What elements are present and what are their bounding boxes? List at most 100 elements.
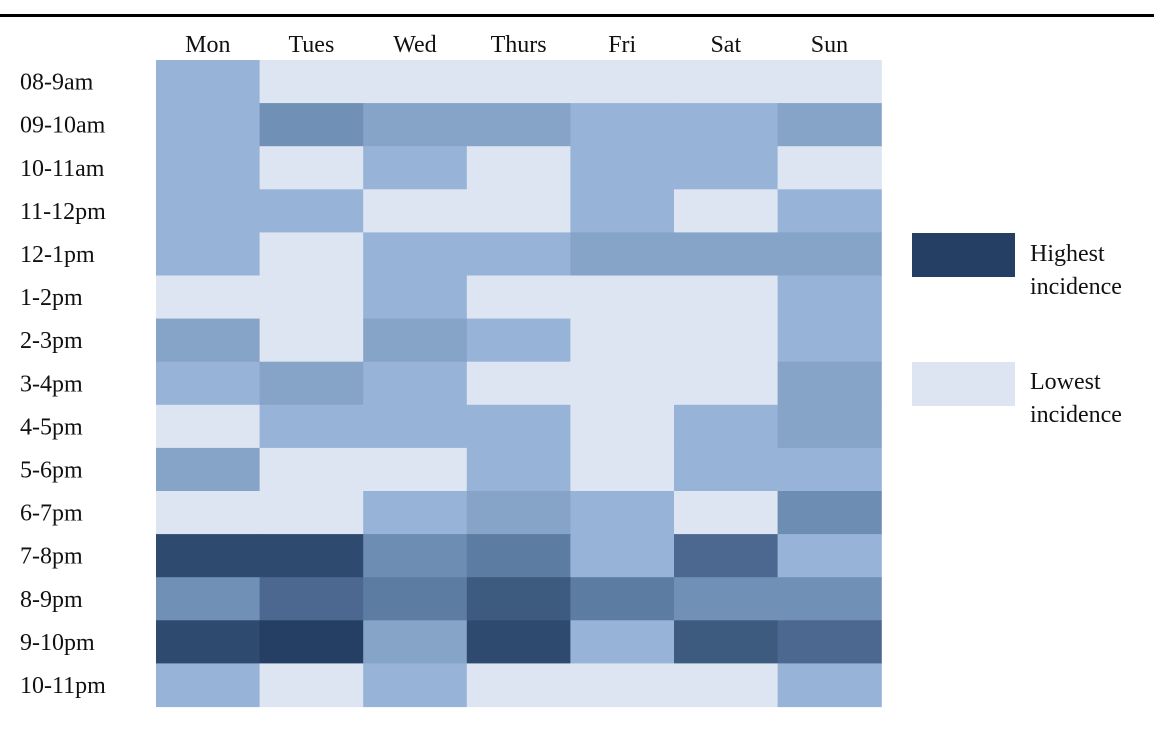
heatmap-cell <box>570 146 675 190</box>
heatmap-cell <box>777 189 882 233</box>
heatmap-cell <box>156 146 261 190</box>
row-label: 9-10pm <box>20 630 95 656</box>
heatmap-cell <box>156 447 261 492</box>
heatmap-cell <box>466 189 571 233</box>
heatmap-cell <box>570 447 675 492</box>
legend-label-highest-line1: Highest <box>1030 241 1105 267</box>
legend-label-lowest: Lowest incidence <box>1030 366 1122 432</box>
row-label: 4-5pm <box>20 414 83 440</box>
heatmap-cell <box>674 404 779 449</box>
legend-label-highest-line2: incidence <box>1030 274 1122 300</box>
heatmap-cell <box>777 318 882 363</box>
legend-label-lowest-line1: Lowest <box>1030 369 1101 395</box>
column-label: Wed <box>393 32 436 58</box>
heatmap-cell <box>570 60 675 104</box>
heatmap-cell <box>466 103 571 147</box>
heatmap-cell <box>363 491 468 535</box>
row-label: 7-8pm <box>20 544 83 570</box>
heatmap-cell <box>259 404 364 449</box>
heatmap-cell <box>570 318 675 363</box>
heatmap-cell <box>156 361 261 406</box>
row-label: 11-12pm <box>20 199 106 225</box>
heatmap-cell <box>259 232 364 277</box>
heatmap-cell <box>674 663 779 708</box>
top-rule <box>0 14 1154 17</box>
heatmap-cell <box>570 577 675 621</box>
heatmap-cell <box>466 275 571 320</box>
heatmap-cell <box>363 361 468 406</box>
heatmap-cell <box>363 318 468 363</box>
legend-swatch-lowest <box>912 362 1015 406</box>
heatmap-cell <box>570 232 675 277</box>
column-label: Fri <box>608 32 636 58</box>
heatmap-cell <box>570 534 675 578</box>
heatmap-cell <box>363 534 468 578</box>
heatmap-cell <box>466 491 571 535</box>
heatmap-cell <box>674 447 779 492</box>
heatmap-cell <box>156 577 261 621</box>
heatmap-cell <box>259 577 364 621</box>
heatmap-cell <box>777 404 882 449</box>
heatmap-cell <box>466 146 571 190</box>
column-label: Mon <box>185 32 230 58</box>
heatmap-cell <box>259 146 364 190</box>
legend-swatch-highest <box>912 233 1015 277</box>
heatmap-cell <box>674 318 779 363</box>
heatmap-cell <box>777 620 882 664</box>
heatmap-cell <box>363 275 468 320</box>
row-label: 6-7pm <box>20 501 83 527</box>
heatmap-cell <box>466 577 571 621</box>
heatmap-cell <box>674 60 779 104</box>
column-label: Thurs <box>491 32 547 58</box>
row-labels: 08-9am 09-10am 10-11am 11-12pm 12-1pm 1-2pm 2-… <box>20 70 106 699</box>
row-label: 1-2pm <box>20 285 83 311</box>
heatmap-cell <box>777 60 882 104</box>
heatmap-cell <box>570 620 675 664</box>
heatmap-cell <box>674 146 779 190</box>
heatmap-cell <box>363 146 468 190</box>
heatmap-cell <box>363 404 468 449</box>
column-labels: Mon Tues Wed Thurs Fri Sat Sun <box>185 32 848 58</box>
heatmap-cell <box>259 663 364 708</box>
heatmap-cell <box>156 275 261 320</box>
heatmap-cell <box>466 361 571 406</box>
heatmap-cell <box>259 189 364 233</box>
heatmap-cell <box>777 146 882 190</box>
heatmap-cell <box>259 60 364 104</box>
heatmap-cell <box>674 232 779 277</box>
heatmap-cell <box>570 275 675 320</box>
heatmap-cell <box>777 103 882 147</box>
heatmap-cell <box>259 275 364 320</box>
heatmap-cell <box>777 361 882 406</box>
heatmap-cell <box>777 232 882 277</box>
heatmap-cell <box>363 447 468 492</box>
heatmap-cell <box>777 663 882 708</box>
heatmap-cell <box>570 404 675 449</box>
heatmap-cell <box>466 318 571 363</box>
heatmap-cell <box>674 534 779 578</box>
heatmap-cell <box>777 491 882 535</box>
heatmap-cell <box>674 491 779 535</box>
row-label: 12-1pm <box>20 242 95 268</box>
heatmap-cell <box>570 189 675 233</box>
heatmap-cell <box>363 577 468 621</box>
heatmap-cell <box>156 232 261 277</box>
heatmap-cell <box>466 404 571 449</box>
heatmap-cell <box>570 491 675 535</box>
heatmap-cell <box>156 534 261 578</box>
heatmap-cell <box>156 404 261 449</box>
heatmap-cell <box>156 189 261 233</box>
heatmap-cell <box>777 577 882 621</box>
heatmap-cell <box>156 491 261 535</box>
heatmap-cell <box>156 663 261 708</box>
heatmap-cell <box>777 275 882 320</box>
heatmap-cell <box>156 318 261 363</box>
row-label: 10-11pm <box>20 673 106 699</box>
heatmap-cell <box>259 103 364 147</box>
heatmap-cell <box>363 189 468 233</box>
heatmap-cells <box>156 60 882 708</box>
heatmap-cell <box>156 103 261 147</box>
heatmap-cell <box>363 60 468 104</box>
column-label: Sun <box>811 32 848 58</box>
